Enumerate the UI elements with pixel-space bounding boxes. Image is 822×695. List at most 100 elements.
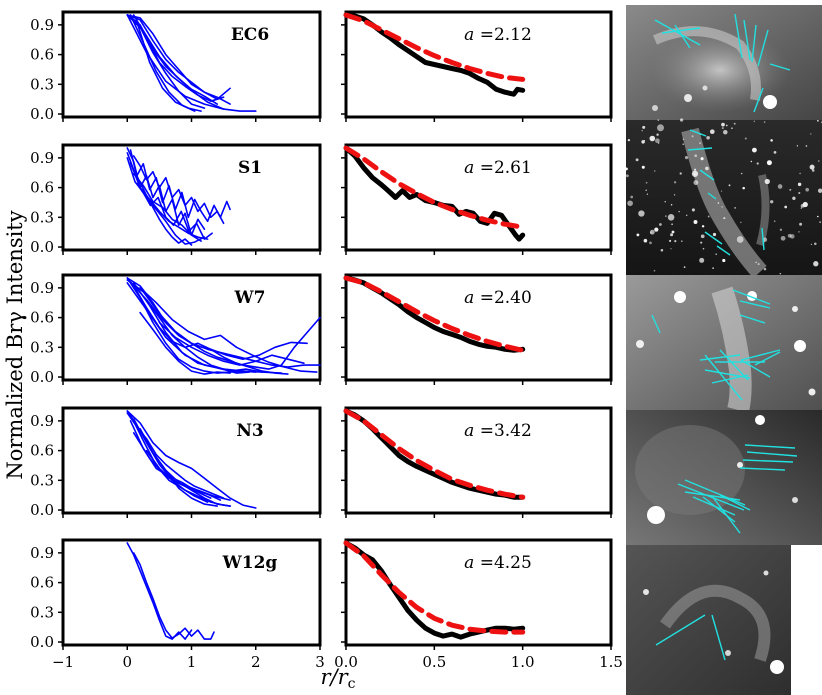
star bbox=[780, 235, 786, 241]
fit-parameter-label: a =2.12 bbox=[464, 25, 532, 45]
star bbox=[723, 129, 728, 135]
star bbox=[721, 206, 723, 208]
star bbox=[818, 160, 820, 162]
x-tick-label: 0 bbox=[122, 653, 132, 671]
star bbox=[789, 188, 792, 191]
star bbox=[657, 119, 660, 121]
star bbox=[665, 215, 667, 217]
profile-line-n3-5 bbox=[132, 418, 231, 507]
star bbox=[766, 160, 772, 166]
star bbox=[725, 124, 728, 127]
y-tick-label: 0.9 bbox=[30, 279, 54, 297]
star bbox=[660, 248, 664, 252]
right-panel-frame-n3 bbox=[344, 406, 613, 515]
star bbox=[693, 220, 698, 224]
star bbox=[635, 158, 639, 162]
cut-vector bbox=[751, 24, 757, 63]
cut-vector bbox=[742, 459, 794, 463]
y-tick-label: 0.6 bbox=[30, 442, 54, 460]
fit-line-n3 bbox=[343, 408, 526, 500]
star bbox=[636, 233, 640, 237]
star bbox=[706, 136, 710, 140]
star bbox=[641, 165, 645, 169]
cut-vector bbox=[661, 27, 701, 34]
profile-line-n3-3 bbox=[129, 414, 209, 503]
plot-area: 0.0 0.3 0.6 0.9 EC6 a =2.12 0.0 0.3 0.6 0.9 S1 a =2… bbox=[30, 10, 623, 671]
star bbox=[654, 170, 656, 172]
star bbox=[817, 215, 819, 218]
star bbox=[734, 207, 736, 209]
profile-line-ec6-9 bbox=[126, 14, 225, 110]
star bbox=[798, 191, 801, 195]
fit-line-w12g bbox=[343, 540, 526, 635]
x-tick-label: 0.0 bbox=[334, 653, 358, 671]
profile-line-w12g-1 bbox=[126, 542, 193, 640]
star bbox=[654, 227, 659, 232]
profile-line-n3-2 bbox=[126, 410, 257, 509]
star bbox=[810, 133, 812, 135]
star bbox=[742, 186, 745, 190]
region-label: EC6 bbox=[231, 25, 269, 45]
star bbox=[731, 127, 733, 130]
star bbox=[656, 124, 665, 132]
star bbox=[700, 157, 704, 161]
star bbox=[709, 129, 715, 135]
star bbox=[625, 174, 629, 178]
star bbox=[693, 180, 699, 186]
cut-vector bbox=[707, 192, 717, 200]
profile-line-w7-4 bbox=[129, 281, 308, 360]
y-tick-label: 0.3 bbox=[30, 471, 54, 489]
cut-vector bbox=[743, 19, 751, 61]
star bbox=[670, 248, 672, 250]
star bbox=[770, 200, 774, 204]
star bbox=[705, 166, 709, 171]
cut-vector bbox=[711, 614, 726, 661]
profile-line-ec6-8 bbox=[126, 14, 231, 105]
star bbox=[649, 135, 656, 142]
star bbox=[740, 172, 743, 175]
star bbox=[664, 201, 666, 203]
fit-parameter-label: a =3.42 bbox=[464, 421, 532, 441]
profile-line-n3-1 bbox=[126, 410, 231, 507]
star bbox=[733, 122, 736, 125]
star bbox=[683, 266, 686, 268]
cut-vector bbox=[677, 483, 745, 511]
x-tick-label: 3 bbox=[315, 653, 325, 671]
profile-line-ec6-7 bbox=[126, 14, 206, 109]
thumbnail-w12g bbox=[626, 545, 791, 695]
star bbox=[799, 172, 801, 175]
fit-line-s1 bbox=[343, 145, 526, 230]
profile-line-w7-10 bbox=[139, 311, 231, 375]
star bbox=[798, 231, 800, 233]
star bbox=[813, 261, 819, 267]
cut-vector bbox=[655, 614, 706, 646]
cut-vector bbox=[746, 451, 798, 457]
profile-line-ec6-6 bbox=[132, 14, 225, 102]
y-tick-label: 0.3 bbox=[30, 338, 54, 356]
thumbnail-n3 bbox=[626, 410, 822, 545]
star bbox=[694, 168, 697, 171]
cut-vector bbox=[704, 354, 743, 401]
star bbox=[630, 195, 634, 199]
region-label: W12g bbox=[222, 553, 278, 573]
left-panel-frame-ec6 bbox=[61, 10, 322, 119]
star bbox=[752, 147, 757, 153]
star bbox=[744, 137, 747, 140]
cut-vector bbox=[689, 129, 707, 137]
star bbox=[671, 223, 673, 226]
star bbox=[682, 138, 685, 140]
star bbox=[721, 122, 725, 127]
star bbox=[670, 233, 674, 237]
star bbox=[757, 263, 760, 266]
cut-vector bbox=[761, 227, 765, 251]
star bbox=[805, 187, 810, 192]
y-tick-label: 0.9 bbox=[30, 412, 54, 430]
cut-vector bbox=[739, 300, 771, 309]
star bbox=[707, 215, 710, 218]
star bbox=[763, 267, 767, 271]
cut-vector bbox=[739, 314, 766, 324]
star bbox=[649, 241, 652, 245]
star bbox=[740, 221, 742, 224]
star bbox=[811, 169, 815, 172]
cut-vector bbox=[704, 231, 723, 245]
